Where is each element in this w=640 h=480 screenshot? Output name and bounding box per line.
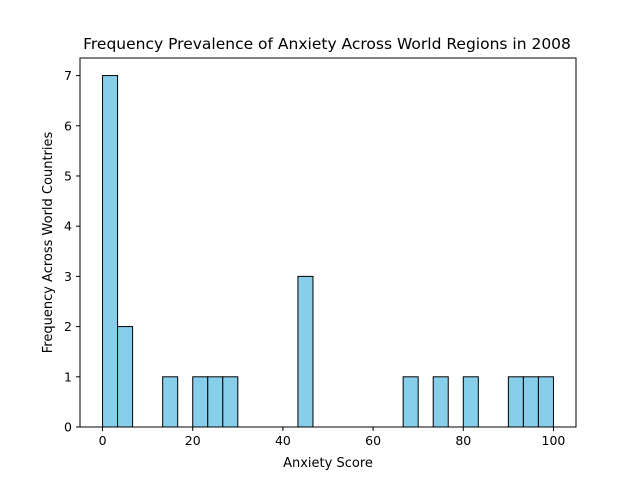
bar xyxy=(117,326,134,428)
x-axis-label: Anxiety Score xyxy=(283,456,373,471)
chart-title: Frequency Prevalence of Anxiety Across W… xyxy=(83,35,571,53)
bar xyxy=(432,376,449,428)
x-tick-label: 80 xyxy=(455,433,471,448)
x-tick-label: 60 xyxy=(365,433,381,448)
y-tick-label: 6 xyxy=(64,118,72,133)
y-tick-label: 0 xyxy=(64,420,72,435)
x-tick-label: 40 xyxy=(275,433,291,448)
y-tick-label: 1 xyxy=(64,369,72,384)
bar xyxy=(192,376,209,428)
y-tick-label: 4 xyxy=(64,219,72,234)
y-axis-label: Frequency Across World Countries xyxy=(41,132,56,354)
bar xyxy=(207,376,224,428)
bar xyxy=(162,376,179,428)
bar xyxy=(297,275,314,428)
bar xyxy=(522,376,539,428)
bar xyxy=(102,75,119,428)
bar xyxy=(402,376,419,428)
plot-frame xyxy=(79,57,577,428)
bars-group xyxy=(102,75,554,428)
y-tick-label: 3 xyxy=(64,269,72,284)
y-tick-label: 2 xyxy=(64,319,72,334)
y-tick-label: 7 xyxy=(64,68,72,83)
bar xyxy=(222,376,239,428)
y-tick-label: 5 xyxy=(64,168,72,183)
y-axis: 0 1 2 3 4 5 6 7 xyxy=(64,68,80,435)
bar xyxy=(537,376,554,428)
x-tick-label: 20 xyxy=(185,433,201,448)
x-tick-label: 0 xyxy=(99,433,107,448)
bar xyxy=(462,376,479,428)
x-axis: 0 20 40 60 80 100 xyxy=(99,427,566,448)
x-tick-label: 100 xyxy=(542,433,566,448)
bar xyxy=(507,376,524,428)
